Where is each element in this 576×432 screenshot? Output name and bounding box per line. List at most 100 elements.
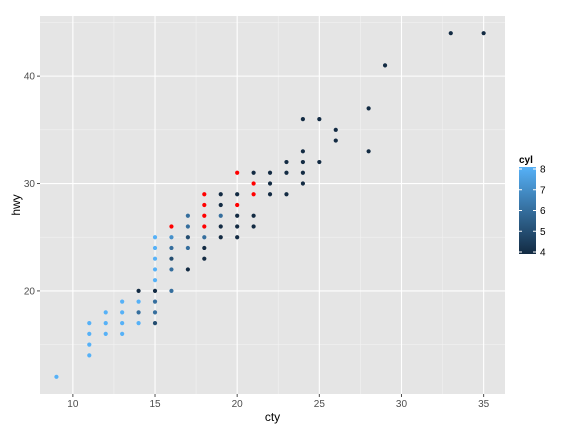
data-point — [120, 331, 125, 336]
legend-tick-label: 5 — [540, 227, 546, 238]
data-point — [87, 342, 92, 347]
legend-colorbar — [519, 167, 536, 254]
data-point — [152, 278, 158, 283]
data-point — [235, 213, 240, 218]
data-point — [251, 170, 256, 175]
data-point — [152, 288, 158, 294]
legend-tick-label: 4 — [540, 248, 546, 259]
data-point — [202, 213, 207, 218]
legend-tick-label: 6 — [540, 206, 546, 217]
data-point — [317, 116, 322, 122]
data-point — [235, 192, 240, 197]
data-point — [284, 170, 289, 175]
data-point — [300, 159, 305, 165]
data-point — [152, 310, 158, 315]
data-point — [448, 31, 453, 36]
x-tick-label: 10 — [67, 399, 79, 410]
data-point — [169, 267, 174, 272]
data-point — [366, 106, 371, 111]
data-point — [185, 224, 190, 229]
data-point — [300, 116, 305, 122]
legend-tick-label: 8 — [540, 165, 546, 176]
data-point — [251, 181, 256, 186]
data-point — [300, 181, 305, 186]
x-tick-label: 20 — [232, 399, 244, 410]
data-point — [317, 159, 322, 165]
x-tick-label: 15 — [149, 399, 161, 410]
data-point — [333, 138, 338, 143]
legend-tick-label: 7 — [540, 185, 546, 196]
y-tick-label: 30 — [24, 179, 36, 190]
data-point — [284, 159, 289, 165]
data-point — [120, 310, 125, 315]
data-point — [267, 181, 273, 186]
data-point — [152, 267, 158, 272]
data-point — [185, 245, 190, 251]
data-point — [169, 245, 174, 251]
data-point — [152, 321, 158, 326]
data-point — [169, 224, 174, 229]
data-point — [103, 310, 108, 315]
data-point — [185, 213, 190, 218]
legend-ticks: 4 5 6 7 8 — [519, 165, 546, 259]
data-point — [202, 245, 207, 251]
data-point — [267, 170, 273, 175]
data-point — [136, 288, 141, 294]
data-point — [169, 235, 174, 240]
data-point — [152, 235, 158, 240]
data-point — [103, 321, 108, 326]
panel-background — [40, 16, 505, 394]
data-point — [169, 256, 174, 261]
minor-gridlines — [40, 16, 505, 394]
y-axis-ticks: 20 30 40 — [24, 72, 40, 297]
data-point — [136, 321, 141, 326]
y-tick-label: 20 — [24, 286, 36, 297]
x-axis-title: cty — [265, 410, 280, 424]
data-point — [382, 63, 388, 68]
data-point — [202, 224, 207, 229]
data-point — [251, 213, 256, 218]
legend: cyl 4 5 6 7 8 — [519, 155, 546, 259]
data-point — [202, 235, 207, 240]
data-point — [300, 170, 305, 175]
x-tick-label: 25 — [314, 399, 326, 410]
data-point — [251, 192, 256, 197]
x-tick-label: 35 — [478, 399, 490, 410]
data-point — [185, 267, 190, 272]
data-point — [218, 192, 223, 197]
data-point — [235, 202, 240, 208]
data-point — [169, 288, 174, 294]
data-point — [218, 224, 223, 229]
data-point — [300, 149, 305, 154]
data-point — [103, 331, 108, 336]
data-point — [202, 256, 207, 261]
data-point — [218, 235, 223, 240]
data-point — [120, 321, 125, 326]
data-point — [235, 235, 240, 240]
data-point — [152, 245, 158, 251]
y-axis-title: hwy — [9, 194, 23, 215]
data-point — [218, 213, 223, 218]
x-tick-label: 30 — [396, 399, 408, 410]
data-point — [185, 235, 190, 240]
y-tick-label: 40 — [24, 72, 36, 83]
data-point — [120, 299, 125, 304]
data-point — [87, 331, 92, 336]
data-point — [54, 374, 59, 379]
data-point — [333, 127, 338, 132]
legend-title: cyl — [519, 155, 533, 166]
data-point — [366, 149, 371, 154]
data-point — [218, 202, 223, 208]
major-gridlines — [40, 16, 505, 394]
data-point — [284, 192, 289, 197]
data-point — [136, 299, 141, 304]
data-point — [202, 202, 207, 208]
x-axis-ticks: 10 15 20 25 30 35 — [67, 394, 490, 410]
data-point — [202, 192, 207, 197]
data-point — [87, 321, 92, 326]
data-point — [481, 31, 486, 36]
data-point — [152, 256, 158, 261]
data-point — [136, 310, 141, 315]
data-point — [152, 299, 158, 304]
